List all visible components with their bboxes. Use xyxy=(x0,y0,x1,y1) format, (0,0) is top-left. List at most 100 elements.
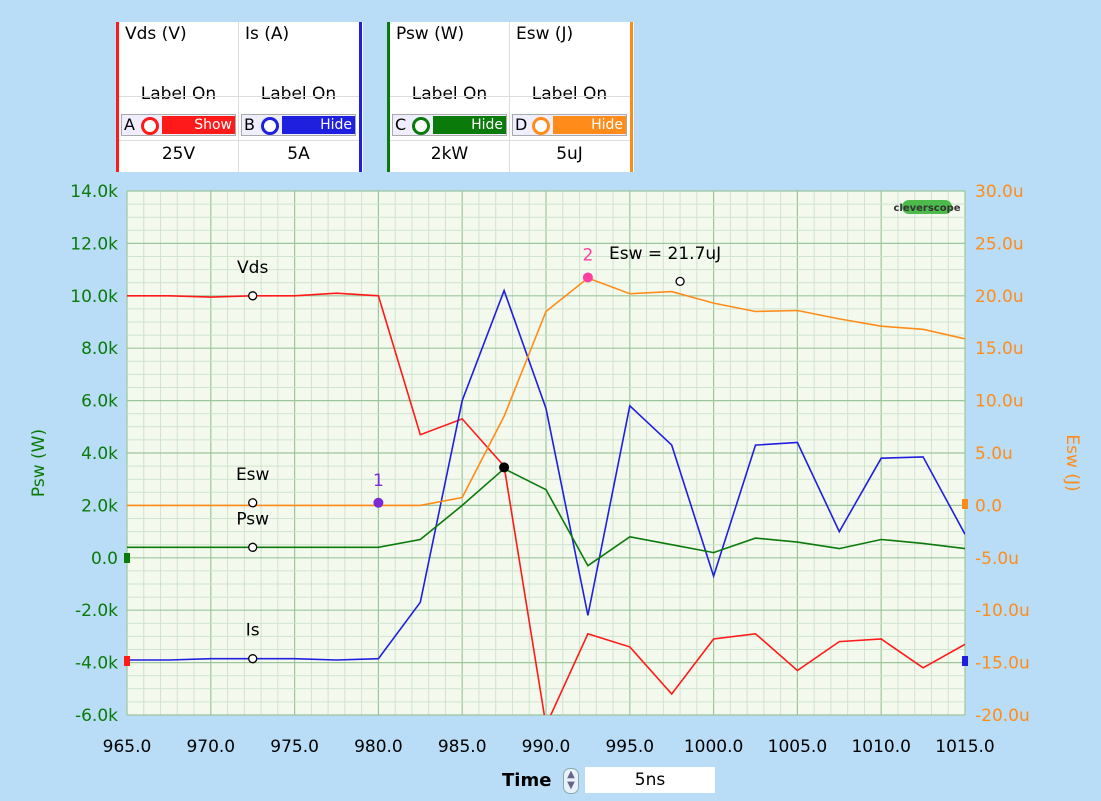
channel-a-box: Vds (V) Label On A Show 25V xyxy=(119,22,238,172)
trace-label-point xyxy=(248,542,258,552)
x-tick-label: 980.0 xyxy=(354,737,403,757)
cleverscope-logo: cleverscope xyxy=(893,200,961,214)
series-is-line xyxy=(127,288,965,661)
time-spinner-icon[interactable]: ▲ ▼ xyxy=(563,768,579,794)
channel-a-offset-marker[interactable] xyxy=(124,656,130,666)
trace-label-point xyxy=(248,654,258,664)
x-tick-label: 995.0 xyxy=(605,737,654,757)
series-vds-line xyxy=(127,292,965,715)
y-right-axis-label: Esw (J) xyxy=(1062,434,1082,491)
channel-c-letter: C xyxy=(395,115,407,134)
divider xyxy=(119,96,359,97)
y-right-tick-label: -10.0u xyxy=(975,601,1030,621)
channel-b-name: Is (A) xyxy=(245,24,290,44)
y-right-ticks: 30.0u 25.0u 20.0u 15.0u 10.0u 5.0u 0.0 -5.0u -10… xyxy=(975,182,1030,726)
y-left-tick-label: 14.0k xyxy=(70,182,118,202)
channel-b-ring-icon[interactable] xyxy=(261,117,279,135)
trace-label-psw: Psw xyxy=(236,509,269,529)
marker-1[interactable] xyxy=(373,497,384,508)
y-right-tick-label: 25.0u xyxy=(975,234,1024,254)
y-left-tick-label: 0.0 xyxy=(91,549,118,569)
y-right-tick-label: 15.0u xyxy=(975,339,1024,359)
markers[interactable]: 1 2 Esw = 21.7uJ xyxy=(373,244,721,508)
channel-d-letter: D xyxy=(515,115,528,134)
channel-b-color-bar xyxy=(359,22,362,172)
annotation-point[interactable] xyxy=(675,276,685,287)
y-left-tick-label: -6.0k xyxy=(75,706,118,726)
channel-b-hide-button[interactable]: Hide xyxy=(282,116,355,134)
marker-2-label: 2 xyxy=(582,245,593,265)
x-tick-label: 965.0 xyxy=(103,737,152,757)
marker-2[interactable] xyxy=(582,272,593,283)
channel-d-scale[interactable]: 5uJ xyxy=(556,144,583,164)
series-psw-line xyxy=(127,467,965,567)
x-tick-label: 1015.0 xyxy=(935,737,994,757)
channel-b-letter: B xyxy=(244,115,255,134)
channel-d-control[interactable]: D Hide xyxy=(512,114,627,136)
y-left-tick-label: 2.0k xyxy=(81,496,118,516)
channel-a-letter: A xyxy=(124,115,135,134)
channel-d-hide-button[interactable]: Hide xyxy=(553,116,626,134)
y-left-tick-label: 4.0k xyxy=(81,444,118,464)
channel-a-show-button[interactable]: Show xyxy=(162,116,235,134)
channel-a-control[interactable]: A Show xyxy=(121,114,236,136)
channel-d-label-toggle[interactable]: Label On xyxy=(531,84,608,104)
y-left-tick-label: 10.0k xyxy=(70,287,118,307)
x-tick-label: 990.0 xyxy=(522,737,571,757)
x-tick-label: 1005.0 xyxy=(768,737,827,757)
x-tick-label: 970.0 xyxy=(186,737,235,757)
y-right-tick-label: 20.0u xyxy=(975,287,1024,307)
y-left-ticks: 14.0k 12.0k 10.0k 8.0k 6.0k 4.0k 2.0k 0.0 -2.0k -… xyxy=(70,182,118,726)
channel-panel-left: Vds (V) Label On A Show 25V Is (A) Label… xyxy=(116,22,363,172)
channel-c-label-toggle[interactable]: Label On xyxy=(411,84,488,104)
divider xyxy=(390,96,630,97)
channel-c-ring-icon[interactable] xyxy=(412,117,430,135)
channel-a-label-toggle[interactable]: Label On xyxy=(140,84,217,104)
y-right-tick-label: 0.0 xyxy=(975,496,1002,516)
x-ticks: 965.0 970.0 975.0 980.0 985.0 990.0 995.0 1000.… xyxy=(103,737,995,757)
y-left-tick-label: -2.0k xyxy=(75,601,118,621)
channel-a-ring-icon[interactable] xyxy=(141,117,159,135)
y-right-tick-label: 10.0u xyxy=(975,392,1024,412)
channel-a-scale[interactable]: 25V xyxy=(161,144,196,164)
channel-b-control[interactable]: B Hide xyxy=(241,114,356,136)
divider xyxy=(390,140,630,141)
channel-c-control[interactable]: C Hide xyxy=(392,114,507,136)
channel-b-scale[interactable]: 5A xyxy=(287,144,310,164)
x-tick-label: 1010.0 xyxy=(851,737,910,757)
y-right-tick-label: 5.0u xyxy=(975,444,1013,464)
annotation-text: Esw = 21.7uJ xyxy=(609,244,721,264)
channel-c-name: Psw (W) xyxy=(396,24,465,44)
channel-b-label-toggle[interactable]: Label On xyxy=(260,84,337,104)
channel-c-scale[interactable]: 2kW xyxy=(430,144,469,164)
trace-label-point xyxy=(248,291,258,301)
y-right-tick-label: -5.0u xyxy=(975,549,1019,569)
series-group xyxy=(127,277,965,715)
divider xyxy=(119,140,359,141)
trace-label-point xyxy=(248,498,258,508)
marker-1-label: 1 xyxy=(373,471,384,491)
time-label: Time xyxy=(502,770,552,791)
channel-d-offset-marker[interactable] xyxy=(962,499,968,509)
y-left-axis-label: Psw (W) xyxy=(29,429,49,497)
channel-d-name: Esw (J) xyxy=(516,24,574,44)
divider xyxy=(238,22,239,172)
channel-a-color-bar xyxy=(116,22,119,172)
x-tick-label: 975.0 xyxy=(270,737,319,757)
channel-d-color-bar xyxy=(630,22,633,172)
channel-c-hide-button[interactable]: Hide xyxy=(433,116,506,134)
y-right-tick-label: -20.0u xyxy=(975,706,1030,726)
channel-b-offset-marker[interactable] xyxy=(962,656,968,666)
y-left-tick-label: 12.0k xyxy=(70,234,118,254)
channel-c-offset-marker[interactable] xyxy=(124,553,130,563)
channel-panel-right: Psw (W) Label On C Hide 2kW Esw (J) Labe… xyxy=(387,22,634,172)
crossing-point[interactable] xyxy=(499,462,510,473)
time-per-div-field[interactable]: 5ns xyxy=(585,767,715,793)
channel-b-box: Is (A) Label On B Hide 5A xyxy=(239,22,358,172)
y-left-tick-label: -4.0k xyxy=(75,654,118,674)
time-control: Time ▲ ▼ 5ns xyxy=(497,765,717,795)
channel-d-ring-icon[interactable] xyxy=(532,117,550,135)
x-tick-label: 985.0 xyxy=(438,737,487,757)
x-tick-label: 1000.0 xyxy=(684,737,743,757)
